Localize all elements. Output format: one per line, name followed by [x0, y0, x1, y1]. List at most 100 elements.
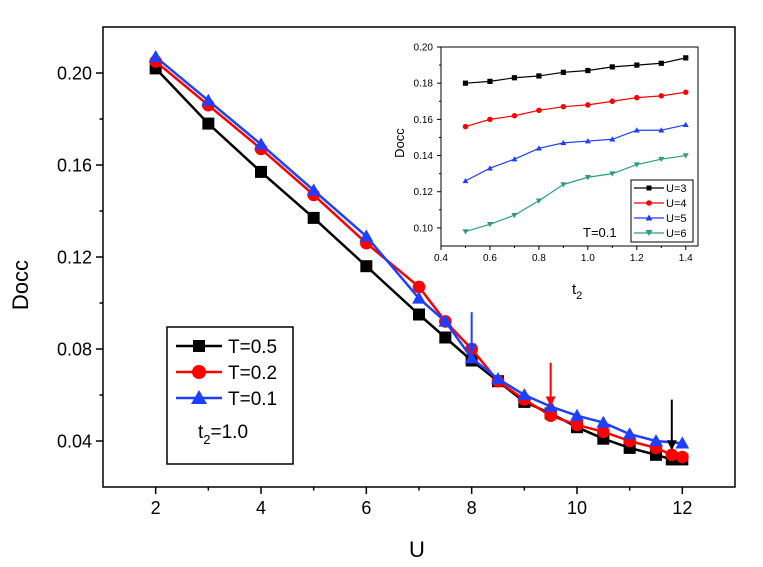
inset-legend-frame — [630, 179, 694, 243]
data-point-triangle-up — [682, 121, 689, 128]
inset-annotation: T=0.1 — [583, 225, 617, 240]
series-line — [465, 124, 686, 182]
data-point-square — [413, 308, 425, 321]
data-point-triangle-down — [682, 153, 689, 159]
data-point-circle — [683, 89, 689, 95]
data-point-circle — [585, 102, 591, 108]
data-point-triangle-down — [462, 229, 469, 235]
inset-legend-label: U=6 — [666, 228, 687, 240]
data-point-circle — [560, 103, 567, 110]
data-point-triangle-up — [201, 93, 216, 106]
inset-ylabel: Docc — [392, 128, 407, 158]
data-point-square — [202, 117, 215, 130]
inset-legend-marker-circle — [646, 200, 652, 206]
main-annotation: t2=1.0 — [198, 422, 248, 447]
legend-label: T=0.2 — [228, 363, 277, 384]
data-point-triangle-down — [609, 171, 616, 177]
series-t-0-1 — [148, 50, 690, 449]
x-tick-label: 0.4 — [434, 253, 448, 264]
data-point-triangle-up — [560, 139, 567, 146]
data-point-square — [439, 331, 452, 344]
inset-xlabel: t2 — [572, 281, 582, 302]
data-point-triangle-up — [675, 436, 690, 449]
x-tick-label: 2 — [151, 498, 161, 518]
legend-marker-square — [193, 340, 205, 352]
legend-label: T=0.5 — [228, 337, 277, 358]
x-tick-label: 1.0 — [581, 253, 595, 264]
arrow-annotation — [666, 399, 677, 451]
data-point-circle — [544, 409, 557, 423]
data-point-square — [536, 73, 542, 79]
data-point-triangle-up — [511, 156, 518, 162]
inset-legend-item-u4: U=4 — [634, 198, 687, 210]
y-tick-label: 0.16 — [57, 155, 92, 175]
y-tick-label: 0.18 — [414, 79, 434, 90]
data-point-circle — [412, 280, 426, 294]
data-point-triangle-up — [438, 314, 453, 327]
data-point-square — [585, 67, 591, 74]
data-point-triangle-down — [535, 198, 542, 204]
data-point-triangle-up — [535, 145, 542, 151]
data-point-square — [683, 55, 689, 61]
legend-marker-circle — [192, 365, 206, 379]
data-point-square — [609, 64, 615, 70]
x-tick-label: 8 — [467, 498, 477, 518]
data-point-triangle-up — [491, 372, 505, 385]
y-tick-label: 0.12 — [57, 247, 92, 267]
data-point-triangle-down — [511, 213, 518, 219]
data-point-triangle-up — [609, 136, 616, 142]
data-point-circle — [487, 116, 493, 123]
x-tick-label: 1.2 — [630, 253, 644, 264]
inset-chart: 0.4 0.6 0.8 1.0 1.2 1.4 0.10 0.12 0.14 0.16 0.18 0.… — [414, 43, 699, 264]
x-tick-label: 4 — [256, 498, 266, 518]
data-point-square — [487, 78, 493, 84]
data-point-triangle-down — [584, 175, 591, 181]
data-point-square — [658, 60, 664, 66]
data-point-circle — [570, 418, 584, 432]
data-point-triangle-up — [633, 127, 640, 133]
data-point-triangle-up — [584, 138, 591, 144]
series-u-5 — [462, 121, 689, 184]
data-point-circle — [658, 93, 665, 99]
arrow-head — [545, 396, 556, 407]
inset-legend-marker-triangle-down — [645, 230, 653, 236]
series-u-4 — [462, 89, 689, 130]
main-xlabel: U — [409, 537, 425, 562]
x-tick-label: 0.6 — [483, 253, 497, 264]
data-point-triangle-up — [412, 291, 426, 304]
data-point-square — [560, 69, 566, 75]
data-point-circle — [462, 123, 469, 130]
data-point-square — [255, 165, 267, 178]
y-tick-label: 0.08 — [57, 339, 92, 359]
data-point-triangle-up — [359, 229, 374, 242]
data-point-square — [634, 62, 640, 68]
data-point-triangle-up — [622, 427, 637, 440]
inset-legend-label: U=5 — [666, 213, 687, 225]
y-tick-label: 0.04 — [57, 431, 92, 451]
x-tick-label: 10 — [567, 498, 587, 518]
main-chart: 2 4 6 8 10 12 0.04 0.08 0.12 0.16 0.20 — [57, 26, 736, 518]
legend-label: T=0.1 — [228, 389, 277, 410]
y-tick-label: 0.12 — [414, 187, 434, 198]
series-line — [465, 57, 686, 84]
data-point-triangle-up — [649, 434, 663, 447]
data-point-square — [511, 75, 518, 81]
data-point-circle — [536, 107, 542, 114]
inset-legend-item-u6: U=6 — [634, 228, 687, 240]
legend-item-t01: T=0.1 — [176, 389, 277, 410]
plot-frame — [440, 46, 699, 247]
data-point-square — [307, 211, 320, 224]
data-point-circle — [511, 113, 518, 119]
legend-marker-triangle — [191, 390, 207, 404]
data-point-triangle-up — [596, 415, 611, 428]
data-point-triangle-up — [570, 408, 584, 421]
arrow-annotation — [466, 312, 477, 354]
data-point-triangle-up — [254, 137, 268, 150]
series-u-3 — [462, 55, 689, 86]
data-point-triangle-up — [306, 183, 321, 196]
data-point-triangle-down — [658, 156, 665, 163]
x-tick-label: 1.4 — [679, 253, 693, 264]
inset-legend-item-u5: U=5 — [634, 213, 687, 225]
inset-legend-label: U=3 — [666, 183, 687, 195]
data-point-triangle-up — [486, 165, 493, 171]
